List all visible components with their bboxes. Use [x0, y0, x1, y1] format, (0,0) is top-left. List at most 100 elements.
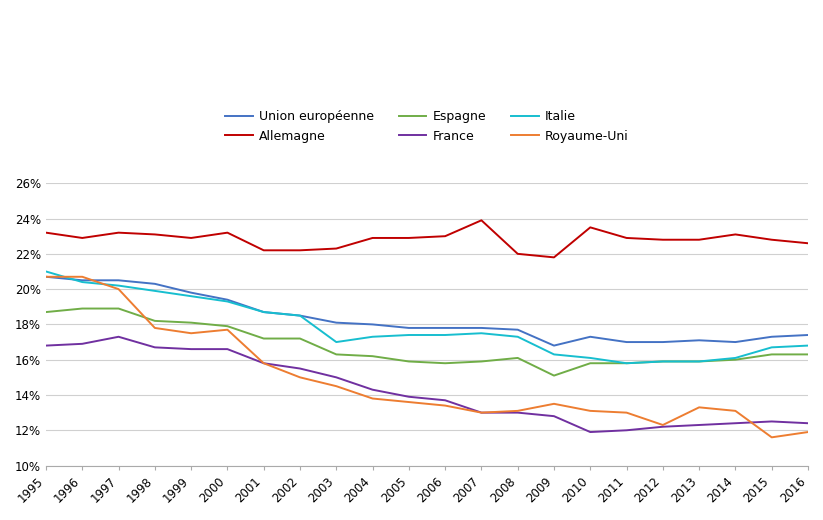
Espagne — [295, 335, 305, 342]
France — [513, 410, 523, 416]
Espagne — [803, 352, 813, 358]
Royaume-Uni — [477, 410, 486, 416]
Royaume-Uni — [621, 410, 631, 416]
Italie — [621, 360, 631, 367]
Allemagne — [222, 229, 232, 236]
Line: Allemagne: Allemagne — [46, 220, 808, 257]
Italie — [114, 282, 123, 289]
Allemagne — [513, 251, 523, 257]
France — [258, 360, 268, 367]
Espagne — [731, 357, 741, 363]
Union européenne — [513, 327, 523, 333]
Italie — [186, 293, 196, 300]
Espagne — [658, 358, 667, 365]
Italie — [767, 344, 777, 350]
Italie — [731, 355, 741, 361]
Allemagne — [258, 247, 268, 253]
France — [803, 420, 813, 426]
Italie — [513, 334, 523, 340]
Allemagne — [368, 235, 378, 241]
Espagne — [695, 358, 704, 365]
France — [585, 429, 595, 435]
Allemagne — [767, 237, 777, 243]
Royaume-Uni — [440, 402, 450, 409]
Espagne — [114, 305, 123, 311]
Espagne — [404, 358, 414, 365]
Espagne — [258, 335, 268, 342]
Union européenne — [767, 334, 777, 340]
Union européenne — [621, 339, 631, 345]
Espagne — [549, 372, 559, 379]
Espagne — [767, 352, 777, 358]
Union européenne — [332, 319, 342, 326]
Espagne — [621, 360, 631, 367]
Legend: Union européenne, Allemagne, Espagne, France, Italie, Royaume-Uni: Union européenne, Allemagne, Espagne, Fr… — [226, 110, 629, 142]
Allemagne — [549, 254, 559, 261]
Allemagne — [41, 229, 51, 236]
Allemagne — [658, 237, 667, 243]
Royaume-Uni — [258, 360, 268, 367]
Espagne — [477, 358, 486, 365]
Italie — [549, 352, 559, 358]
Royaume-Uni — [186, 330, 196, 336]
France — [332, 374, 342, 381]
Royaume-Uni — [803, 429, 813, 435]
France — [77, 341, 87, 347]
Espagne — [440, 360, 450, 367]
Espagne — [150, 318, 160, 324]
Allemagne — [695, 237, 704, 243]
France — [549, 413, 559, 419]
Line: France: France — [46, 337, 808, 432]
Italie — [404, 332, 414, 338]
Allemagne — [295, 247, 305, 253]
France — [222, 346, 232, 352]
Allemagne — [803, 240, 813, 246]
Union européenne — [150, 281, 160, 287]
Royaume-Uni — [731, 408, 741, 414]
Royaume-Uni — [549, 401, 559, 407]
Royaume-Uni — [585, 408, 595, 414]
Italie — [150, 288, 160, 294]
France — [368, 386, 378, 393]
Union européenne — [77, 277, 87, 283]
Union européenne — [658, 339, 667, 345]
Royaume-Uni — [368, 395, 378, 401]
Espagne — [41, 309, 51, 315]
Union européenne — [186, 290, 196, 296]
Union européenne — [803, 332, 813, 338]
Line: Italie: Italie — [46, 271, 808, 363]
France — [440, 397, 450, 404]
Royaume-Uni — [513, 408, 523, 414]
Italie — [477, 330, 486, 336]
Union européenne — [114, 277, 123, 283]
Union européenne — [695, 337, 704, 343]
Italie — [368, 334, 378, 340]
Espagne — [222, 323, 232, 329]
Allemagne — [621, 235, 631, 241]
Royaume-Uni — [114, 286, 123, 292]
Royaume-Uni — [150, 325, 160, 331]
Allemagne — [477, 217, 486, 224]
Royaume-Uni — [77, 274, 87, 280]
France — [767, 418, 777, 424]
Allemagne — [186, 235, 196, 241]
Allemagne — [731, 231, 741, 238]
Espagne — [186, 319, 196, 326]
Union européenne — [731, 339, 741, 345]
France — [621, 427, 631, 433]
Royaume-Uni — [695, 404, 704, 410]
Italie — [295, 313, 305, 319]
Union européenne — [477, 325, 486, 331]
Italie — [41, 268, 51, 275]
Line: Royaume-Uni: Royaume-Uni — [46, 277, 808, 437]
Union européenne — [549, 343, 559, 349]
Italie — [585, 355, 595, 361]
Royaume-Uni — [222, 327, 232, 333]
Allemagne — [585, 224, 595, 230]
France — [295, 366, 305, 372]
Espagne — [585, 360, 595, 367]
France — [477, 410, 486, 416]
Italie — [258, 309, 268, 315]
Union européenne — [440, 325, 450, 331]
France — [186, 346, 196, 352]
